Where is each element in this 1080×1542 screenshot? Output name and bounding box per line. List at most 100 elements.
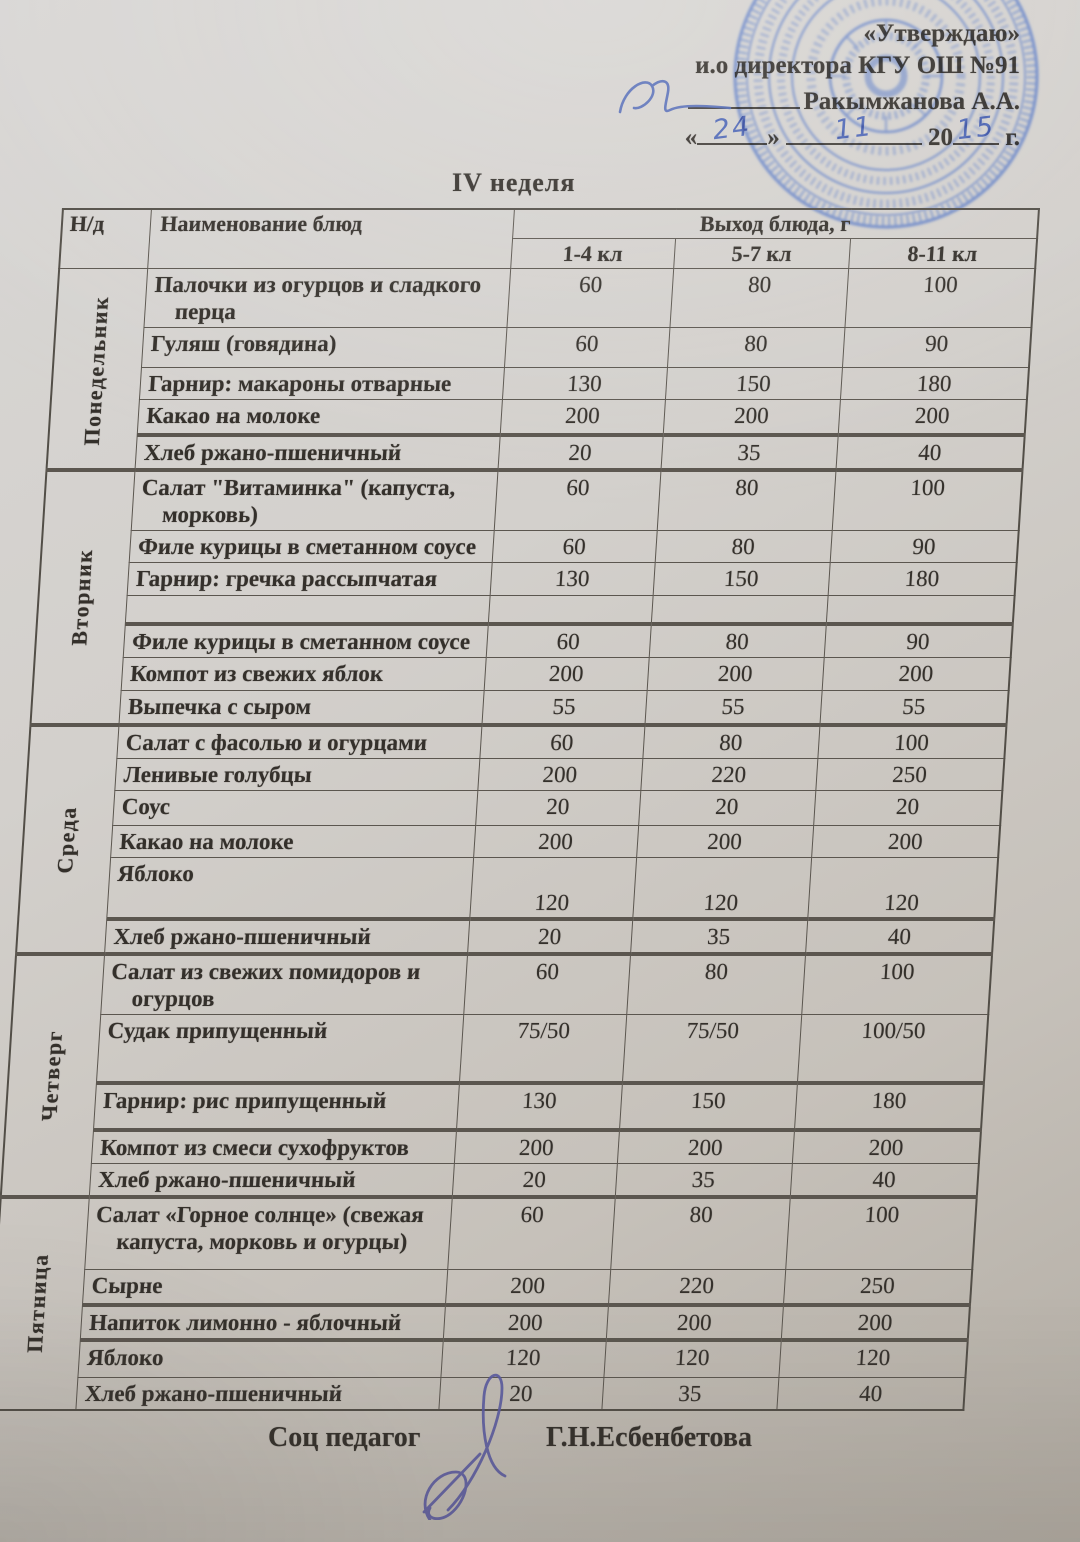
menu-row: Какао на молоке 200 200 200 (49, 399, 1027, 435)
menu-row: Гарнир: гречка рассыпчатая 130 150 180 (39, 562, 1017, 595)
portion-cell: 75/50 (458, 1014, 627, 1083)
portion-cell: 60 (491, 530, 657, 563)
dish-name-cell: Компот из свежих яблок (120, 657, 486, 691)
portion-cell: 100 (844, 268, 1036, 328)
portion-cell: 60 (447, 1197, 615, 1270)
menu-row (37, 595, 1015, 624)
footer-block: Соц педагог Г.Н.Есбенбетова (268, 1374, 752, 1520)
portion-cell (487, 595, 653, 624)
menu-row: Гуляш (говядина) 60 80 90 (53, 327, 1032, 368)
dish-name-cell: Филе курицы в сметанном соусе (122, 624, 488, 658)
portion-cell: 35 (614, 1163, 792, 1198)
portion-cell: 220 (607, 1269, 786, 1306)
approval-date-line: « 24 » 11 20 15 г. (590, 111, 1020, 154)
menu-row: Среда Салат с фасолью и огурцами 60 80 100 (16, 724, 1007, 955)
portion-cell: 40 (805, 919, 995, 955)
menu-row: Хлеб ржано-пшеничный 20 35 40 (0, 1377, 966, 1410)
portion-cell: 180 (794, 1082, 984, 1130)
portion-cell: 20 (638, 790, 816, 826)
dish-name-cell: Хлеб ржано-пшеничный (104, 919, 470, 955)
portion-cell: 100 (831, 470, 1023, 531)
portion-cell: 20 (813, 790, 1003, 826)
portion-cell: 80 (642, 724, 820, 759)
dish-name-cell: Компот из смеси сухофруктов (90, 1129, 457, 1164)
portion-cell: 120 (778, 1340, 968, 1378)
portion-cell: 200 (616, 1129, 795, 1164)
col-header-dish: Наименование блюд (147, 209, 514, 269)
dish-name-cell: Хлеб ржано-пшеничный (88, 1163, 454, 1198)
dish-name-cell: Выпечка с сыром (118, 690, 484, 725)
portion-cell: 200 (780, 1305, 970, 1341)
portion-cell: 200 (791, 1129, 982, 1164)
menu-row: Компот из свежих яблок 200 200 200 (33, 657, 1011, 691)
portion-cell: 200 (442, 1305, 608, 1341)
portion-cell: 200 (837, 399, 1027, 435)
portion-cell: 100/50 (796, 1014, 989, 1083)
portion-cell: 180 (839, 367, 1029, 400)
portion-cell: 40 (776, 1377, 966, 1410)
menu-row: Сырне 200 220 250 (0, 1269, 973, 1306)
day-cell: Четверг (0, 954, 105, 1198)
menu-row: Филе курицы в сметанном соусе 60 80 90 (41, 530, 1019, 563)
footer-signer-name: Г.Н.Есбенбетова (546, 1422, 752, 1453)
menu-row: Хлеб ржано-пшеничный 20 35 40 (16, 919, 995, 955)
portion-cell: 150 (652, 562, 830, 595)
portion-cell: 60 (485, 624, 651, 658)
dish-name-cell: Ленивые голубцы (114, 758, 480, 791)
portion-cell: 80 (610, 1197, 790, 1270)
portion-cell: 20 (467, 919, 633, 955)
dish-name-cell: Хлеб ржано-пшеничный (134, 434, 500, 470)
portion-cell (650, 595, 828, 624)
portion-cell: 55 (819, 690, 1009, 725)
date-year-blank: 15 (952, 111, 999, 147)
portion-cell: 200 (453, 1129, 620, 1164)
portion-cell: 80 (654, 530, 832, 563)
dish-name-cell: Гарнир: гречка рассыпчатая (126, 562, 492, 595)
signature-blank (687, 82, 800, 109)
dish-name-cell: Гуляш (говядина) (140, 327, 507, 368)
menu-row: Какао на молоке 200 200 200 (22, 825, 1001, 858)
portion-cell: 35 (601, 1377, 779, 1410)
portion-cell: 60 (463, 954, 631, 1015)
portion-cell: 60 (479, 724, 645, 759)
portion-cell: 100 (785, 1197, 977, 1270)
dish-name-cell: Какао на молоке (136, 399, 502, 435)
dish-name-cell: Салат из свежих помидоров и огурцов (100, 954, 468, 1015)
col-header-grade-2: 8-11 кл (848, 238, 1038, 269)
approval-line-1: «Утверждаю» (863, 20, 1020, 47)
portion-cell: 55 (644, 690, 822, 725)
menu-row: Судак припущенный 75/50 75/50 100/50 (8, 1014, 989, 1083)
portion-cell: 130 (489, 562, 655, 595)
portion-cell: 80 (656, 470, 836, 531)
approval-signature-line: Ракымжанова А.А. (590, 82, 1020, 118)
portion-cell: 60 (506, 268, 674, 328)
date-day-blank: 24 (697, 111, 768, 147)
dish-name-cell: Салат с фасолью и огурцами (116, 724, 482, 759)
portion-cell: 40 (835, 434, 1025, 470)
day-cell: Среда (16, 724, 119, 955)
dish-name-cell: Гарнир: рис припущенный (93, 1082, 459, 1130)
portion-cell: 120 (603, 1340, 781, 1378)
portion-cell: 60 (493, 470, 661, 531)
menu-row: Хлеб ржано-пшеничный 20 35 40 (47, 434, 1025, 470)
dish-name-cell (124, 595, 490, 624)
portion-cell: 80 (669, 268, 849, 328)
portion-cell: 200 (605, 1305, 783, 1341)
portion-cell: 120 (807, 857, 999, 919)
menu-row: Филе курицы в сметанном соусе 60 80 90 (35, 624, 1013, 658)
portion-cell: 200 (499, 399, 665, 435)
portion-cell: 35 (660, 434, 838, 470)
approval-block: «Утверждаю» и.о директора КГУ ОШ №91 Рак… (590, 18, 1020, 154)
menu-row: Хлеб ржано-пшеничный 20 35 40 (1, 1163, 979, 1198)
dish-name-cell: Яблоко (77, 1340, 443, 1378)
menu-row: Выпечка с сыром 55 55 55 (30, 690, 1009, 725)
portion-cell: 60 (503, 327, 670, 368)
portion-cell: 200 (662, 399, 840, 435)
portion-cell: 35 (630, 919, 808, 955)
portion-cell: 150 (619, 1082, 797, 1130)
portion-cell: 250 (782, 1269, 973, 1306)
menu-row: Вторник Салат "Витаминка" (капуста, морко… (30, 470, 1023, 725)
dish-name-cell: Сырне (81, 1269, 448, 1306)
dish-name-cell: Палочки из огурцов и сладкого перца (143, 268, 511, 328)
